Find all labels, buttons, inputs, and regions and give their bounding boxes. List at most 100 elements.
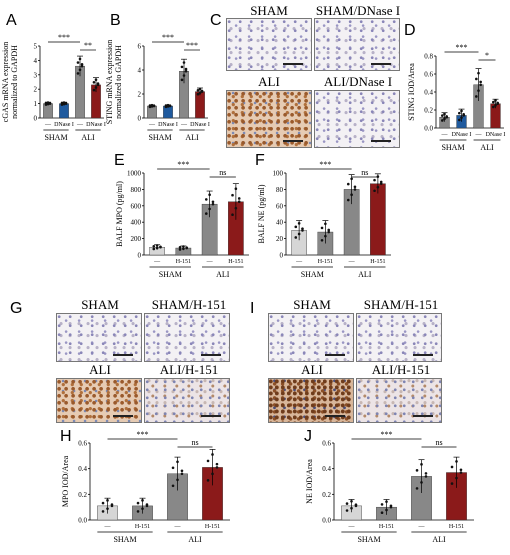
data-point [324, 222, 327, 226]
micrograph-title-sham: SHAM [250, 3, 288, 18]
micrograph-grid-g: SHAM SHAM/H-151 ALI ALI/H-151 [52, 298, 232, 424]
data-point [492, 100, 495, 104]
micrograph-sham [56, 313, 142, 362]
category-label: DNase I [486, 132, 506, 138]
scale-bar [113, 354, 133, 356]
chart-d-sting-iod: STING IOD/Area 0.0 0.2 0.4 0.6 0.8— DNase I — DN… [402, 38, 510, 158]
micrograph-title-ali-h151: ALI/H-151 [371, 362, 431, 377]
data-point [327, 230, 331, 234]
data-point [389, 504, 393, 508]
category-label: DNase I [190, 122, 210, 128]
category-label: — [76, 122, 84, 128]
bar [163, 105, 173, 119]
significance-label: *** [177, 160, 189, 169]
data-point [80, 63, 84, 66]
data-point [441, 119, 444, 122]
bar [59, 103, 69, 119]
data-point [184, 69, 188, 73]
data-point [297, 232, 301, 236]
data-point [460, 116, 463, 119]
micrograph-title-ali: ALI [89, 362, 111, 377]
y-tick-label: 4 [34, 57, 38, 65]
category-label: DNase I [158, 122, 178, 128]
data-point [353, 188, 357, 191]
data-point [450, 465, 454, 469]
data-point [208, 207, 211, 211]
data-point [420, 481, 423, 484]
micrograph-grid-c: SHAM SHAM/DNase I ALI ALI/DNase I [224, 0, 402, 150]
group-label: SHAM [44, 133, 67, 142]
group-label: ALI [480, 143, 494, 152]
category-label: — [475, 132, 483, 138]
data-point [460, 109, 463, 113]
scale-bar [283, 140, 303, 142]
micrograph-sham [226, 18, 312, 71]
y-axis-label: STING IOD/Area [407, 63, 416, 121]
y-tick-label: 2 [138, 91, 142, 99]
y-tick-label: 5 [34, 43, 38, 51]
y-tick-label: 2 [34, 86, 38, 94]
category-label: H-151 [135, 524, 150, 530]
y-tick-label: 0.6 [424, 71, 433, 79]
data-point [101, 510, 105, 513]
data-point [354, 503, 358, 507]
data-point [345, 509, 349, 512]
panel-letter-b: B [110, 12, 121, 29]
data-point [208, 193, 211, 197]
data-point [178, 245, 182, 249]
data-point [350, 499, 353, 503]
scale-bar [283, 63, 303, 65]
category-label: — [206, 259, 214, 265]
group-label: SHAM [441, 143, 464, 152]
category-label: — [44, 122, 52, 128]
data-point [385, 508, 388, 512]
y-tick-label: 20 [276, 235, 284, 243]
group-label: SHAM [301, 270, 324, 279]
significance-label: ns [219, 168, 226, 177]
data-point [204, 212, 208, 215]
data-point [46, 101, 50, 104]
micrograph-ali [268, 378, 354, 423]
scale-bar [325, 415, 345, 417]
y-tick-label: 40 [276, 219, 284, 227]
data-point [350, 177, 353, 181]
y-tick-label: 0.2 [424, 107, 433, 115]
significance-label: ns [435, 438, 442, 447]
data-point [44, 101, 48, 105]
data-point [78, 68, 82, 72]
chart-j-ne-iod: NE IOD/Area 0.0 0.2 0.4 0.6 — H-151 — H-151 SHAM A… [300, 425, 480, 550]
scale-bar [413, 354, 433, 356]
y-tick-label: 0.8 [424, 53, 433, 61]
panel-letter-d: D [404, 22, 416, 39]
y-tick-label: 800 [131, 186, 142, 194]
data-point [346, 198, 350, 202]
category-label: DNase I [86, 122, 106, 128]
data-point [198, 91, 202, 95]
data-point [110, 503, 114, 506]
data-point [424, 472, 428, 475]
category-label: H-151 [228, 259, 243, 265]
data-point [60, 101, 64, 105]
group-label: ALI [216, 270, 230, 279]
data-point [462, 112, 465, 116]
data-point [320, 226, 324, 230]
micrograph-ali-dnase [314, 90, 400, 148]
chart-svg: BALF MPO (pg/ml) 0 200 400 600 800 1000 — H-151 —… [115, 160, 249, 279]
data-point [150, 103, 154, 107]
data-point [415, 469, 419, 472]
scale-bar [371, 140, 391, 142]
y-tick-label: 600 [131, 202, 142, 210]
category-label: — [148, 122, 156, 128]
micrograph-sham-h151 [356, 313, 442, 362]
data-point [168, 104, 172, 108]
data-point [475, 95, 478, 98]
y-axis-label: STING mRNA expression [105, 40, 114, 124]
data-point [178, 248, 182, 251]
data-point [211, 453, 214, 456]
data-point [176, 478, 179, 482]
category-label: H-151 [176, 259, 191, 265]
data-point [459, 471, 463, 474]
data-point [76, 72, 80, 75]
category-label: DNase I [54, 122, 74, 128]
data-point [64, 102, 68, 105]
